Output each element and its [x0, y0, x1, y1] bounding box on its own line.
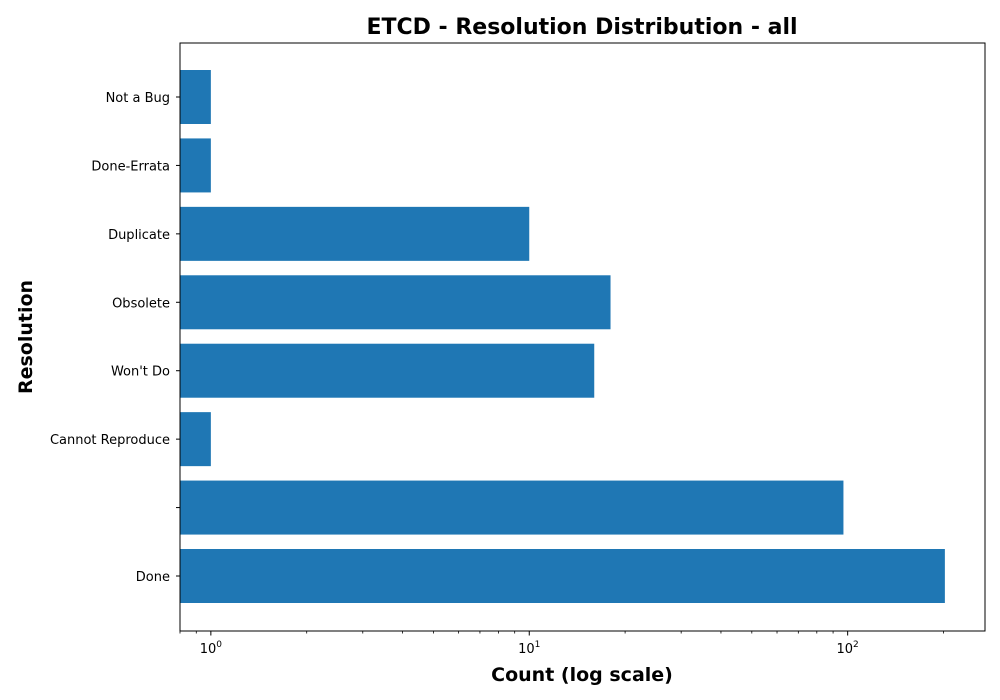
y-axis-ticks: Done Cannot Reproduce Won't Do Obsolete Dupl… — [50, 91, 180, 585]
x-tick-exponent: 0 — [216, 640, 222, 650]
bars-group — [180, 70, 945, 603]
bar — [180, 138, 211, 193]
bar — [180, 275, 611, 330]
x-tick-label: 101 — [518, 640, 540, 657]
chart-title: ETCD - Resolution Distribution - all — [366, 15, 797, 40]
y-tick-label: Duplicate — [108, 228, 170, 243]
bar — [180, 343, 595, 398]
y-tick-label: Done — [136, 570, 170, 585]
x-tick-label: 102 — [837, 640, 859, 657]
x-tick-base: 10 — [518, 642, 535, 657]
x-axis-label: Count (log scale) — [491, 664, 673, 686]
x-tick-base: 10 — [200, 642, 217, 657]
bar — [180, 480, 844, 535]
x-tick-label: 100 — [200, 640, 223, 657]
x-tick-exponent: 2 — [853, 640, 859, 650]
bar — [180, 549, 945, 603]
y-tick-label: Done-Errata — [91, 159, 170, 174]
x-tick-exponent: 1 — [535, 640, 541, 650]
bar — [180, 70, 211, 124]
bar — [180, 206, 530, 261]
bar — [180, 412, 211, 467]
y-tick-label: Not a Bug — [106, 91, 170, 106]
y-axis-label: Resolution — [15, 280, 37, 394]
y-tick-label: Obsolete — [112, 296, 170, 311]
x-tick-base: 10 — [837, 642, 854, 657]
y-tick-label: Won't Do — [111, 365, 170, 380]
plot-area-frame — [179, 42, 986, 632]
y-tick-label: Cannot Reproduce — [50, 433, 170, 448]
x-axis-ticks: 100 101 102 — [179, 631, 944, 657]
